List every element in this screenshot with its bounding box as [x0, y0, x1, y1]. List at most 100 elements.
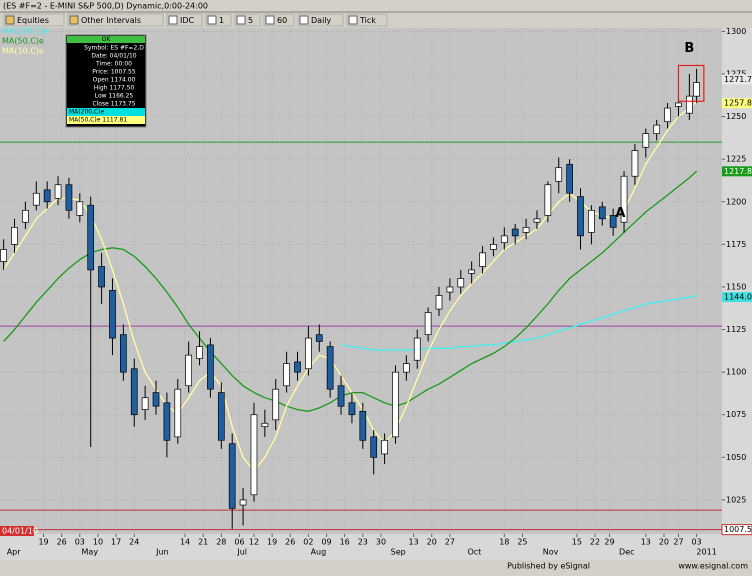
candle-body [413, 337, 421, 361]
y-tick-label: 1050 [726, 453, 746, 462]
data-window-row: Open 1174.00 [93, 77, 136, 84]
candle-body [261, 422, 269, 428]
candle-body [272, 388, 280, 421]
candle-body [0, 249, 7, 262]
y-tick-label: 1125 [726, 325, 746, 334]
candle-body [294, 361, 301, 373]
month-label: Aug [311, 548, 327, 557]
candle-body [120, 334, 127, 373]
price-tag-label: 1217.89 [724, 167, 752, 176]
y-tick-label: 1025 [726, 495, 746, 504]
candle-body [250, 414, 258, 496]
x-tick-label: 19 [267, 538, 277, 547]
candle-body [457, 278, 465, 288]
month-label: Dec [619, 548, 634, 557]
price-tag [722, 74, 752, 85]
x-tick-label: 30 [376, 538, 386, 547]
toolbar-button[interactable] [297, 13, 344, 27]
x-tick-label: 15 [572, 538, 582, 547]
x-tick-label: 22 [590, 538, 600, 547]
x-tick-label: 14 [180, 538, 190, 547]
data-window-ma: MA(50,C)e 1117.81 [69, 117, 127, 124]
toolbar-button[interactable] [3, 13, 65, 27]
price-tag-label: 1271.75 [724, 75, 752, 84]
y-tick-label: 1100 [726, 368, 746, 377]
candle-body [577, 196, 584, 237]
candle-body [685, 95, 693, 114]
candle-body [653, 124, 661, 134]
x-tick-label: 09 [321, 538, 331, 547]
y-tick-label: 1300 [726, 27, 746, 36]
candle-body [522, 226, 530, 233]
candle-body [693, 82, 700, 97]
candle-body [11, 226, 18, 245]
x-tick-label: 20 [659, 538, 669, 547]
candle-body [174, 388, 182, 438]
candle-body [65, 184, 73, 211]
candle-body [609, 215, 617, 228]
month-label: Nov [543, 548, 559, 557]
candle-body [22, 209, 29, 223]
y-tick-label: 1275 [726, 70, 746, 79]
toolbar-icon [168, 15, 178, 25]
candle-body [196, 346, 203, 359]
toolbar-label: IDC [180, 16, 195, 25]
price-axis [722, 28, 752, 534]
toolbar-icon [299, 15, 309, 25]
time-axis [0, 534, 752, 560]
toolbar-label: 1 [219, 16, 224, 25]
y-tick-label: 1150 [726, 282, 746, 291]
toolbar-label: Equities [17, 16, 49, 25]
window-title: (ES #F=2 - E-MINI S&P 500,D) Dynamic,0:0… [3, 2, 208, 11]
candle-body [76, 201, 84, 216]
toolbar-button[interactable] [67, 13, 164, 27]
x-tick-label: 10 [93, 538, 103, 547]
candle-body [43, 189, 51, 203]
candle-body [348, 402, 356, 416]
candle-body [664, 107, 671, 123]
ma-line [340, 294, 697, 351]
candle-body [163, 402, 171, 441]
x-tick-label: 20 [427, 538, 437, 547]
month-label: Jun [155, 548, 169, 557]
toolbar-icon [265, 15, 275, 25]
candle-body [631, 150, 639, 177]
x-tick-label: 25 [517, 538, 527, 547]
candle-body [87, 204, 95, 271]
candle-body [130, 368, 138, 416]
candle-body [315, 334, 323, 342]
candle-body [381, 439, 388, 455]
candle-body [588, 209, 595, 233]
candle-body [446, 286, 454, 293]
annotation: A [615, 206, 625, 221]
candle-body [207, 344, 214, 390]
footer-bar [0, 560, 752, 572]
candle-body [424, 312, 432, 336]
candle-body [555, 167, 563, 182]
candle-body [500, 235, 508, 244]
footer-left: Published by eSignal [507, 562, 590, 571]
toolbar-label: Tick [359, 16, 376, 25]
month-label: May [82, 548, 99, 557]
toolbar-label: 60 [277, 16, 287, 25]
price-tag [722, 166, 752, 177]
price-tag [722, 98, 752, 109]
month-label: 2011 [696, 548, 716, 557]
month-label: Apr [7, 548, 22, 557]
candle-body [675, 102, 682, 107]
candle-body [533, 218, 541, 223]
y-tick-label: 1250 [726, 112, 746, 121]
x-tick-label: 02 [303, 538, 313, 547]
data-window-row: High 1177.50 [94, 85, 135, 92]
x-tick-label: 03 [692, 538, 702, 547]
toolbar-icon [5, 15, 15, 25]
candle-body [109, 290, 116, 339]
x-tick-label: 27 [445, 538, 455, 547]
highlight-box [677, 64, 705, 102]
candle-body [54, 184, 62, 199]
footer-right: www.esignal.com [678, 562, 748, 571]
legend-entry: MA(50,C)e [2, 37, 44, 46]
candle-body [642, 133, 650, 148]
x-tick-label: 23 [358, 538, 368, 547]
